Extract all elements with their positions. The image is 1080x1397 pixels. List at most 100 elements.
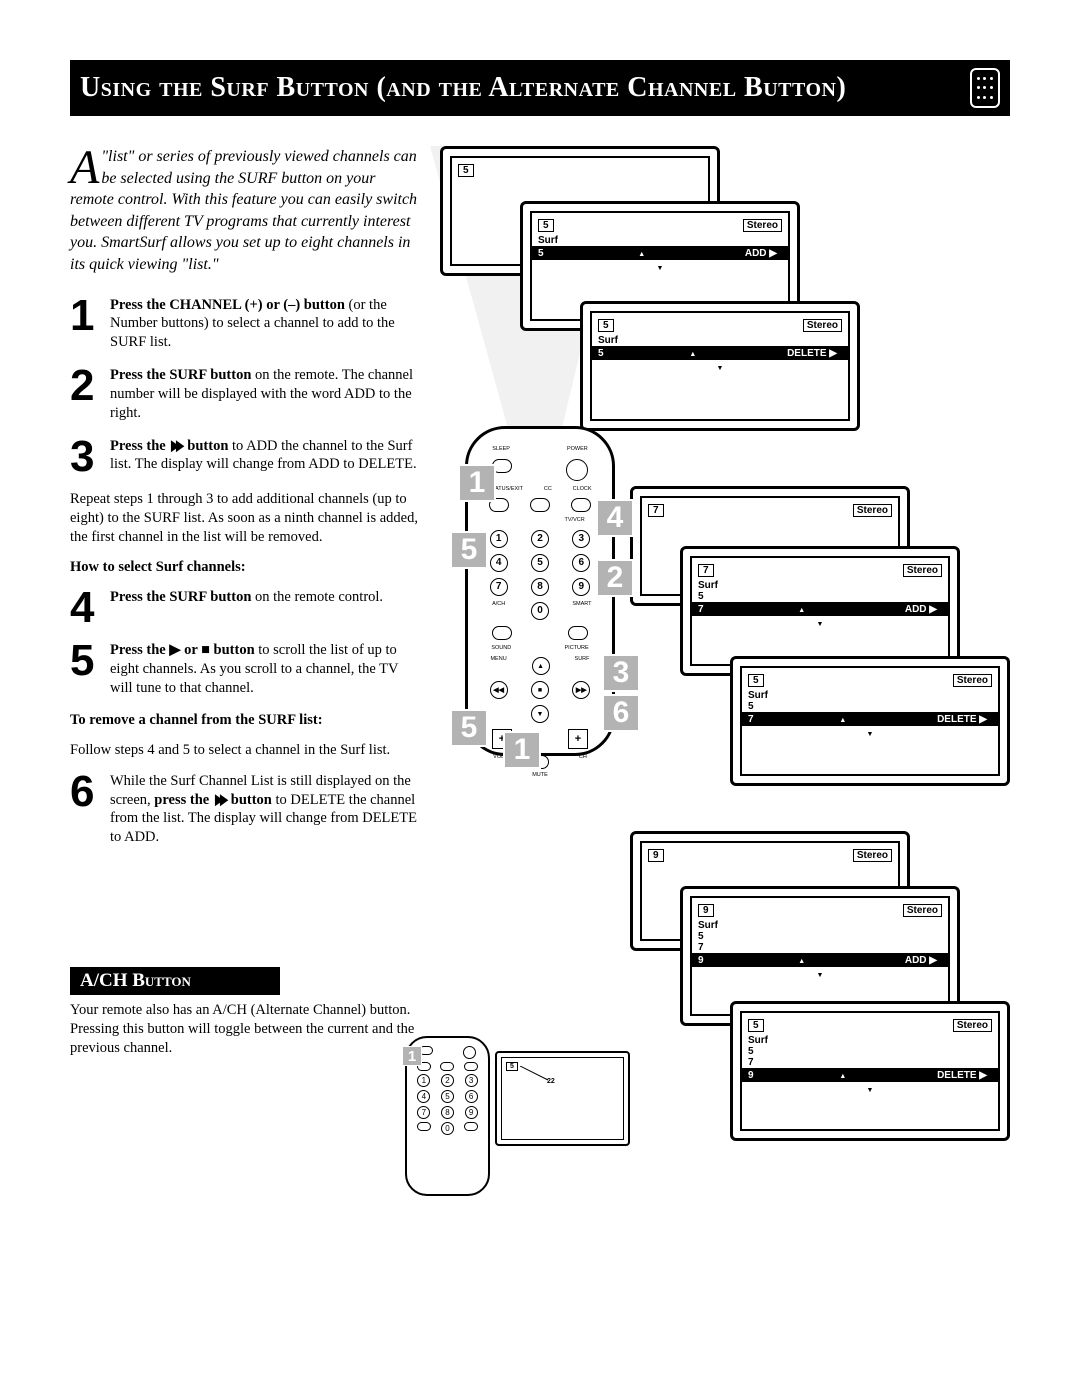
stereo-box: Stereo: [803, 319, 842, 332]
num-3-button[interactable]: 3: [572, 530, 590, 548]
step-text: Press the ▶ or ■ button to scroll the li…: [110, 641, 420, 698]
step-text: While the Surf Channel List is still dis…: [110, 772, 420, 847]
down-arrow-icon: [532, 262, 788, 273]
ach-small-button[interactable]: [417, 1122, 431, 1131]
subhead-remove: To remove a channel from the SURF list:: [70, 712, 420, 729]
step-6: 6 While the Surf Channel List is still d…: [70, 772, 420, 847]
step-2: 2 Press the SURF button on the remote. T…: [70, 366, 420, 423]
content-area: A"list" or series of previously viewed c…: [70, 146, 1010, 1070]
marker-4: 4: [596, 499, 634, 537]
step-number: 5: [70, 641, 110, 698]
step-text: Press the CHANNEL (+) or (–) button (or …: [110, 296, 420, 353]
num-6-button[interactable]: 6: [572, 554, 590, 572]
up-arrow-icon: [839, 714, 846, 725]
down-arrow-icon: [742, 728, 998, 739]
up-arrow-icon: [689, 348, 696, 359]
ch-up-button[interactable]: +: [568, 729, 588, 749]
surf-label: Surf: [598, 335, 618, 346]
channel-box: 7: [648, 504, 664, 517]
subhead-select: How to select Surf channels:: [70, 559, 420, 576]
tv-small-screen: 5 22: [495, 1051, 630, 1146]
marker-5b: 5: [450, 709, 488, 747]
down-button[interactable]: ▼: [531, 705, 549, 723]
stereo-box: Stereo: [743, 219, 782, 232]
delete-button: DELETE ▶: [932, 1070, 992, 1081]
remote-control: SLEEPPOWER STATUS/EXITCCCLOCK TV/VCR 123…: [465, 426, 615, 756]
down-arrow-icon: [692, 618, 948, 629]
step-number: 3: [70, 437, 110, 477]
osd-bar: 7 ADD ▶: [692, 602, 948, 616]
surf-list: Surf5: [748, 690, 768, 712]
surf-list: Surf57: [698, 920, 718, 953]
up-arrow-icon: [798, 604, 805, 615]
stereo-box: Stereo: [953, 674, 992, 687]
clock-button[interactable]: [571, 498, 591, 512]
marker-1: 1: [458, 464, 496, 502]
tv-screen-1c: 5 Stereo Surf 5 DELETE ▶: [580, 301, 860, 431]
stereo-box: Stereo: [853, 504, 892, 517]
num-4-button[interactable]: 4: [490, 554, 508, 572]
ffwd-button[interactable]: ▶▶: [572, 681, 590, 699]
stereo-box: Stereo: [903, 904, 942, 917]
add-button: ADD ▶: [900, 604, 942, 615]
num-7-button[interactable]: 7: [490, 578, 508, 596]
step-text: Press the SURF button on the remote cont…: [110, 588, 383, 628]
ach-text: Your remote also has an A/CH (Alternate …: [70, 1001, 420, 1058]
rewind-button[interactable]: ◀◀: [490, 681, 508, 699]
step-text: Press the ▶▶ button to ADD the channel t…: [110, 437, 420, 477]
remote-icon: [970, 68, 1000, 108]
delete-button: DELETE ▶: [782, 348, 842, 359]
repeat-paragraph: Repeat steps 1 through 3 to add addition…: [70, 490, 420, 547]
power-button[interactable]: [566, 459, 588, 481]
num-5-button[interactable]: 5: [531, 554, 549, 572]
play-up-button[interactable]: ▲: [532, 657, 550, 675]
channel-box: 5: [748, 674, 764, 687]
marker-3: 3: [602, 654, 640, 692]
stop-button[interactable]: ■: [531, 681, 549, 699]
num-8-button[interactable]: 8: [531, 578, 549, 596]
channel-box: 9: [648, 849, 664, 862]
cc-button[interactable]: [530, 498, 550, 512]
remote-small: 123 456 789 0 1: [405, 1036, 490, 1196]
follow-paragraph: Follow steps 4 and 5 to select a channel…: [70, 741, 420, 760]
num-9-button[interactable]: 9: [572, 578, 590, 596]
num-1-button[interactable]: 1: [490, 530, 508, 548]
down-arrow-icon: [592, 362, 848, 373]
channel-box: 5: [748, 1019, 764, 1032]
ach-button[interactable]: [492, 626, 512, 640]
add-button: ADD ▶: [740, 248, 782, 259]
page-title: Using the Surf Button (and the Alternate…: [80, 72, 846, 104]
marker-6: 6: [602, 694, 640, 732]
left-column: A"list" or series of previously viewed c…: [70, 146, 420, 1070]
num-0-button[interactable]: 0: [531, 602, 549, 620]
intro-text: "list" or series of previously viewed ch…: [70, 148, 417, 273]
step-4: 4 Press the SURF button on the remote co…: [70, 588, 420, 628]
step-number: 6: [70, 772, 110, 847]
osd-bar: 5 DELETE ▶: [592, 346, 848, 360]
dropcap: A: [70, 146, 101, 189]
marker-1-small: 1: [402, 1046, 422, 1066]
down-arrow-icon: [742, 1084, 998, 1095]
surf-list: Surf5: [698, 580, 718, 602]
smart-button[interactable]: [568, 626, 588, 640]
channel-box: 9: [698, 904, 714, 917]
step-number: 1: [70, 296, 110, 353]
stereo-box: Stereo: [903, 564, 942, 577]
up-arrow-icon: [839, 1070, 846, 1081]
osd-bar: 5 ADD ▶: [532, 246, 788, 260]
tv-screen-2c: 5 Stereo Surf5 7 DELETE ▶: [730, 656, 1010, 786]
down-arrow-icon: [692, 969, 948, 980]
marker-5a: 5: [450, 531, 488, 569]
channel-box: 5: [506, 1062, 518, 1071]
num-2-button[interactable]: 2: [531, 530, 549, 548]
ach-title-bar: A/CH Button: [70, 967, 280, 995]
up-arrow-icon: [798, 955, 805, 966]
intro-paragraph: A"list" or series of previously viewed c…: [70, 146, 420, 276]
marker-1b: 1: [503, 731, 541, 769]
surf-label: Surf: [538, 235, 558, 246]
channel-box: 5: [598, 319, 614, 332]
channel-box: 5: [538, 219, 554, 232]
stereo-box: Stereo: [853, 849, 892, 862]
page: Using the Surf Button (and the Alternate…: [0, 0, 1080, 1156]
channel-box: 5: [458, 164, 474, 177]
